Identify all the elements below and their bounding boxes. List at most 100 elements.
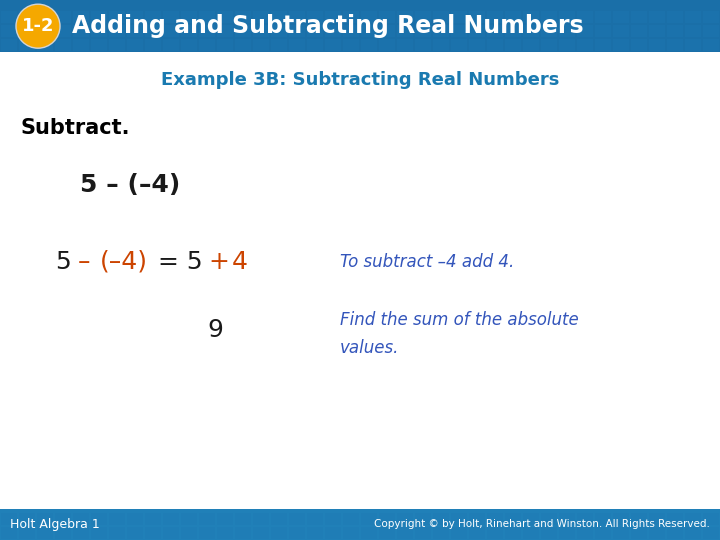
Bar [595, 527, 611, 539]
Bar [37, 11, 53, 23]
Bar [55, 39, 71, 51]
Bar [415, 527, 431, 539]
Bar [433, 39, 449, 51]
Bar [505, 11, 521, 23]
Bar [163, 527, 179, 539]
Bar [613, 39, 629, 51]
Bar [127, 11, 143, 23]
Bar [649, 25, 665, 37]
Bar [559, 11, 575, 23]
Bar [559, 513, 575, 525]
Bar [37, 39, 53, 51]
Text: (–4): (–4) [100, 250, 148, 274]
Bar [487, 513, 503, 525]
Bar [289, 25, 305, 37]
Bar [451, 25, 467, 37]
Bar [19, 39, 35, 51]
Bar [649, 11, 665, 23]
Bar [55, 513, 71, 525]
Bar [325, 513, 341, 525]
Bar [631, 527, 647, 539]
Bar [307, 513, 323, 525]
Bar [181, 39, 197, 51]
Bar [271, 25, 287, 37]
Bar [271, 11, 287, 23]
Bar [109, 513, 125, 525]
Bar [19, 513, 35, 525]
Bar [379, 25, 395, 37]
Text: values.: values. [340, 339, 400, 357]
Bar [685, 39, 701, 51]
Bar [0, 509, 720, 540]
Bar [595, 513, 611, 525]
Bar [469, 39, 485, 51]
Bar [361, 527, 377, 539]
Text: Copyright © by Holt, Rinehart and Winston. All Rights Reserved.: Copyright © by Holt, Rinehart and Winsto… [374, 519, 710, 529]
Bar [1, 527, 17, 539]
Bar [199, 513, 215, 525]
Text: 4: 4 [232, 250, 248, 274]
Bar [235, 39, 251, 51]
Bar [307, 527, 323, 539]
Bar [487, 25, 503, 37]
Bar [379, 11, 395, 23]
Bar [559, 527, 575, 539]
Bar [307, 39, 323, 51]
Bar [541, 11, 557, 23]
Bar [253, 513, 269, 525]
Bar [199, 527, 215, 539]
Bar [343, 25, 359, 37]
Bar [523, 39, 539, 51]
Bar [379, 39, 395, 51]
Bar [703, 11, 719, 23]
Bar [361, 25, 377, 37]
Bar [271, 527, 287, 539]
Bar [109, 11, 125, 23]
Bar [127, 25, 143, 37]
Bar [505, 527, 521, 539]
Bar [1, 513, 17, 525]
Text: –: – [78, 250, 91, 274]
Bar [307, 11, 323, 23]
Bar [469, 11, 485, 23]
Bar [253, 25, 269, 37]
Bar [307, 25, 323, 37]
Bar [685, 513, 701, 525]
Text: Subtract.: Subtract. [20, 118, 130, 138]
Ellipse shape [16, 4, 60, 48]
Bar [577, 527, 593, 539]
Bar [631, 39, 647, 51]
Bar [613, 527, 629, 539]
Bar [91, 39, 107, 51]
Bar [613, 513, 629, 525]
Bar [559, 25, 575, 37]
Bar [325, 527, 341, 539]
Bar [73, 513, 89, 525]
Bar [181, 527, 197, 539]
Text: Find the sum of the absolute: Find the sum of the absolute [340, 311, 579, 329]
Bar [91, 513, 107, 525]
Text: Example 3B: Subtracting Real Numbers: Example 3B: Subtracting Real Numbers [161, 71, 559, 89]
Bar [523, 513, 539, 525]
Bar [163, 39, 179, 51]
Bar [55, 25, 71, 37]
Bar [451, 513, 467, 525]
Bar [487, 11, 503, 23]
Bar [379, 513, 395, 525]
Bar [415, 513, 431, 525]
Bar [361, 11, 377, 23]
Bar [37, 25, 53, 37]
Bar [433, 527, 449, 539]
Bar [397, 25, 413, 37]
Bar [541, 527, 557, 539]
Bar [613, 11, 629, 23]
Bar [37, 527, 53, 539]
Bar [667, 39, 683, 51]
Bar [199, 39, 215, 51]
Bar [0, 0, 720, 52]
Bar [541, 39, 557, 51]
Bar [343, 11, 359, 23]
Bar [217, 25, 233, 37]
Bar [145, 11, 161, 23]
Bar [703, 25, 719, 37]
